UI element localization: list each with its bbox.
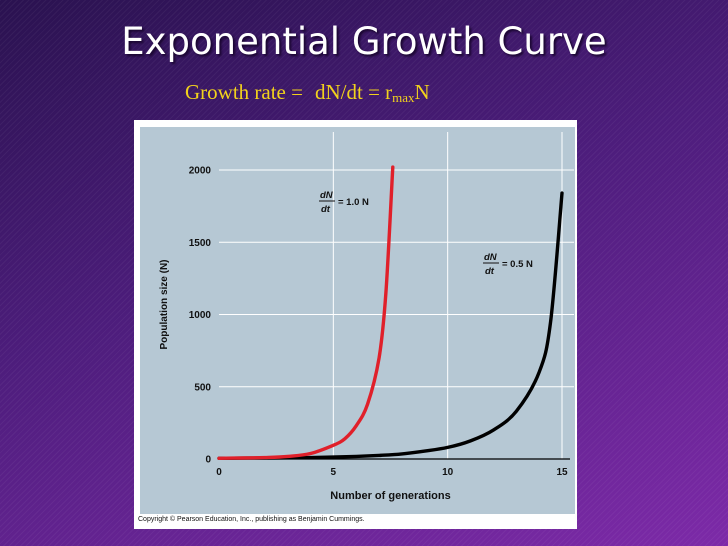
- copyright-text: Copyright © Pearson Education, Inc., pub…: [138, 516, 365, 523]
- y-axis-label: Population size (N): [159, 260, 170, 350]
- x-tick-label-0: 0: [216, 467, 222, 478]
- label-layer: dN dt = 1.0 N dN dt = 0.5 N: [319, 190, 533, 277]
- chart-figure: 0 500 1000 1500 2000 0 5 10 15 Number of generati…: [134, 120, 577, 529]
- series-label-den-0: dt: [321, 204, 331, 215]
- series-label-den-1: dt: [485, 266, 495, 277]
- formula-expression: dN/dt = r: [314, 80, 393, 104]
- series-line-1: [217, 191, 564, 460]
- series-layer: [217, 165, 564, 460]
- series-label-num-1: dN: [484, 252, 498, 263]
- x-tick-label-10: 10: [442, 467, 454, 478]
- x-tick-label-5: 5: [331, 467, 337, 478]
- y-tick-label-0: 0: [205, 455, 211, 466]
- series-label-num-0: dN: [320, 190, 334, 201]
- y-tick-label-1500: 1500: [189, 238, 212, 249]
- y-tick-label-1000: 1000: [189, 310, 212, 321]
- x-axis-label: Number of generations: [330, 490, 450, 502]
- series-label-rhs-1: = 0.5 N: [502, 259, 533, 270]
- growth-rate-formula: Growth rate = dN/dt = rmaxN: [185, 80, 430, 106]
- y-tick-label-2000: 2000: [189, 166, 212, 177]
- series-line-0: [217, 165, 395, 460]
- plot-area: [140, 127, 575, 514]
- formula-suffix: N: [414, 80, 430, 104]
- formula-prefix: Growth rate =: [185, 80, 303, 104]
- slide-title: Exponential Growth Curve: [121, 20, 607, 63]
- grid-layer: [219, 132, 574, 459]
- x-tick-label-15: 15: [556, 467, 568, 478]
- y-tick-label-500: 500: [194, 382, 211, 393]
- formula-subscript: max: [392, 90, 415, 105]
- series-label-rhs-0: = 1.0 N: [338, 197, 369, 208]
- growth-chart: 0 500 1000 1500 2000 0 5 10 15 Number of generati…: [140, 127, 575, 514]
